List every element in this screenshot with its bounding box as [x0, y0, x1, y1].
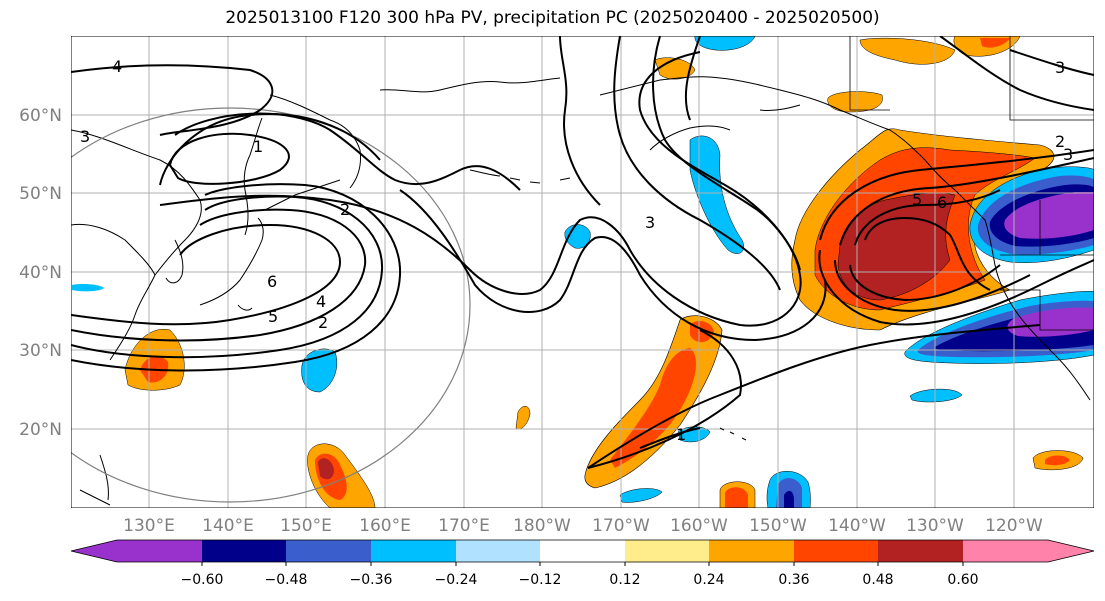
colorbar-swatch	[540, 540, 625, 562]
coastlines	[71, 76, 1091, 506]
colorbar-ticks	[201, 562, 964, 566]
colorbar-swatches	[71, 540, 1094, 562]
lon-label: 140°W	[828, 516, 886, 536]
contour-label: 1	[676, 425, 686, 444]
contour-label: 3	[1055, 58, 1065, 77]
lon-label: 170°W	[592, 516, 650, 536]
alaska-anomaly	[827, 91, 883, 113]
lon-label: 150°W	[749, 516, 807, 536]
lat-label: 20°N	[19, 420, 62, 440]
contour-label: 3	[1063, 145, 1073, 164]
colorbar-swatch	[625, 540, 709, 562]
lon-label: 130°E	[123, 516, 175, 536]
top-anomaly-a	[859, 37, 956, 65]
contour-label: 5	[268, 307, 278, 326]
contour-label: 2	[1055, 132, 1065, 151]
colorbar-tick-label: −0.24	[435, 572, 478, 588]
contour-label: 5	[912, 190, 922, 209]
lat-label: 60°N	[19, 106, 62, 126]
colorbar-swatch	[371, 540, 456, 562]
contour-label: 6	[937, 193, 947, 212]
lon-label: 150°E	[280, 516, 332, 536]
contour-label: 2	[318, 313, 328, 332]
contour-label: 6	[267, 272, 277, 291]
longitude-labels: 130°E 140°E 150°E 160°E 170°E 180°W 170°…	[123, 516, 1043, 536]
lon-label: 160°W	[670, 516, 728, 536]
lon-label: 180°W	[513, 516, 571, 536]
map-title: 2025013100 F120 300 hPa PV, precipitatio…	[225, 8, 880, 28]
contour-label: 4	[112, 57, 122, 76]
radius-circle	[71, 107, 471, 503]
contour-3-main	[159, 51, 802, 327]
lon-label: 140°E	[202, 516, 254, 536]
lon-label: 170°E	[438, 516, 490, 536]
contour-label: 3	[645, 213, 655, 232]
contour-2-west	[174, 112, 461, 186]
map-panel: 1 1 2 2 2 3 3 3 3 4 4 5 5 6 6	[71, 36, 1094, 508]
colorbar-swatch	[794, 540, 878, 562]
colorbar-tick-label: −0.48	[265, 572, 308, 588]
contour-label: 2	[340, 200, 350, 219]
latitude-labels: 20°N 30°N 40°N 50°N 60°N	[19, 106, 62, 440]
contour-label: 4	[316, 292, 326, 311]
boundaries	[849, 36, 1094, 331]
lon-label: 120°W	[985, 516, 1043, 536]
colorbar-swatch	[456, 540, 540, 562]
colorbar-tick-label: −0.12	[519, 572, 562, 588]
colorbar-tick-label: 0.36	[778, 572, 809, 588]
colorbar: −0.60 −0.48 −0.36 −0.24 −0.12 0.12 0.24 …	[70, 539, 1095, 588]
colorbar-tick-label: 0.12	[609, 572, 640, 588]
contour-labels: 1 1 2 2 2 3 3 3 3 4 4 5 5 6 6	[80, 57, 1073, 444]
contour-label: 3	[80, 127, 90, 146]
contour-label: 1	[253, 137, 263, 156]
colorbar-swatch	[878, 540, 963, 562]
contour-1-west	[168, 132, 290, 185]
lat-label: 30°N	[19, 341, 62, 361]
colorbar-tick-label: 0.48	[862, 572, 893, 588]
pv-contours	[71, 36, 1094, 469]
colorbar-tick-label: 0.60	[947, 572, 978, 588]
colorbar-swatch	[286, 540, 371, 562]
colorbar-swatch	[202, 540, 286, 562]
colorbar-tick-labels: −0.60 −0.48 −0.36 −0.24 −0.12 0.12 0.24 …	[181, 572, 979, 588]
colorbar-tick-label: 0.24	[693, 572, 724, 588]
precip-negative-shading	[72, 36, 1094, 508]
lat-label: 40°N	[19, 263, 62, 283]
colorbar-tick-label: −0.36	[350, 572, 393, 588]
colorbar-tick-label: −0.60	[181, 572, 224, 588]
colorbar-swatch	[709, 540, 794, 562]
lon-label: 160°E	[359, 516, 411, 536]
lat-label: 50°N	[19, 184, 62, 204]
colorbar-swatch	[71, 540, 202, 562]
lon-label: 130°W	[906, 516, 964, 536]
gridlines	[71, 36, 1094, 508]
colorbar-swatch	[963, 540, 1094, 562]
